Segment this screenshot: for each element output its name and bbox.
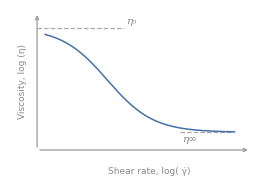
Text: Shear rate, log( γ̇): Shear rate, log( γ̇) (108, 167, 191, 176)
Text: Viscosity, log (η): Viscosity, log (η) (18, 44, 27, 119)
Text: η∞: η∞ (182, 135, 197, 144)
Text: η₀: η₀ (126, 17, 137, 26)
